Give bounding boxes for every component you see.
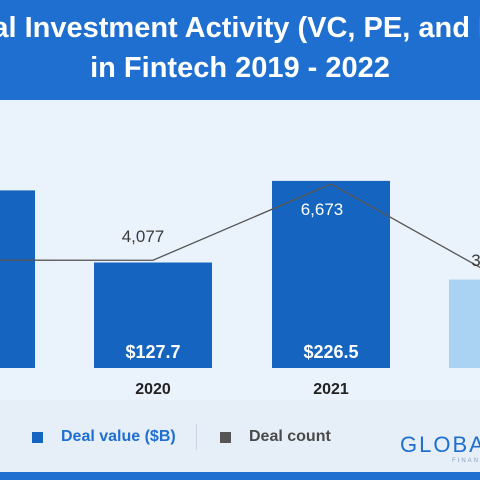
legend xyxy=(0,400,480,472)
chart-title-line-1: Global Investment Activity (VC, PE, and … xyxy=(0,12,480,44)
bar-2021 xyxy=(272,180,390,368)
labels-layer: $127.7 $226.5 4,077 6,673 3 2020 2021 xyxy=(122,200,480,398)
legend-label-deal-count: Deal count xyxy=(249,428,331,445)
x-tick-2020: 2020 xyxy=(135,381,171,398)
brand-logo-text: GLOBAL xyxy=(400,432,480,457)
legend-item-deal-value: Deal value ($B) xyxy=(32,428,176,446)
footer-bar xyxy=(0,472,480,480)
bar-2022 xyxy=(449,279,480,368)
bars-layer xyxy=(0,180,480,368)
x-tick-2021: 2021 xyxy=(313,381,349,398)
bar-2019 xyxy=(0,190,35,368)
legend-swatch-deal-count xyxy=(220,431,231,443)
legend-label-deal-value: Deal value ($B) xyxy=(61,428,176,445)
count-label-2021: 6,673 xyxy=(301,200,344,219)
legend-swatch-deal-value xyxy=(32,431,43,443)
chart-title-line-2: in Fintech 2019 - 2022 xyxy=(90,52,390,84)
bar-label-2021: $226.5 xyxy=(303,342,358,362)
legend-item-deal-count: Deal count xyxy=(220,428,331,446)
bar-2020 xyxy=(94,262,212,368)
brand-logo-subtext: FINAN xyxy=(452,458,480,464)
bar-label-2020: $127.7 xyxy=(125,342,180,362)
line-layer xyxy=(0,183,480,269)
deal-count-line xyxy=(0,183,480,269)
header-banner: Global Investment Activity (VC, PE, and … xyxy=(0,0,480,100)
chart-area: $127.7 $226.5 4,077 6,673 3 2020 2021 xyxy=(0,180,480,398)
legend-divider xyxy=(196,424,197,450)
count-label-2020: 4,077 xyxy=(122,227,165,246)
count-label-2022: 3 xyxy=(471,251,480,270)
